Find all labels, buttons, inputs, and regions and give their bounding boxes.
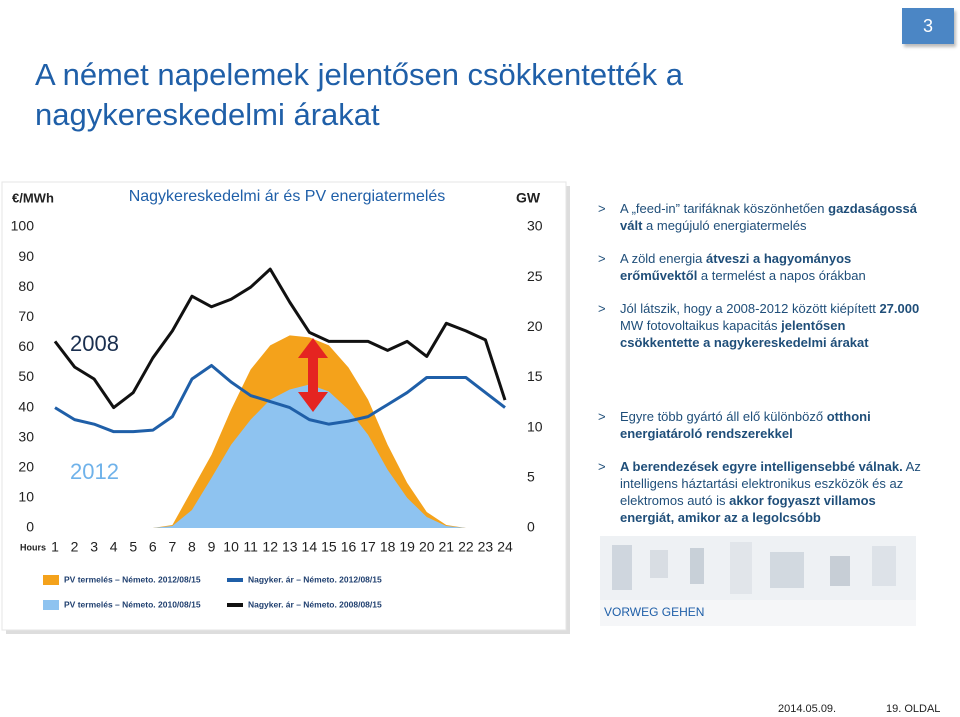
text-run: A zöld energia [620,251,707,266]
bullet-marker: > [598,459,606,474]
x-tick-label: 3 [90,539,98,555]
y-tick-label: 80 [18,278,34,294]
legend-label: Nagyker. ár – Németo. 2008/08/15 [248,599,382,609]
legend-swatch [43,600,59,610]
y-tick-label: 60 [18,338,34,354]
x-tick-label: 14 [302,539,318,555]
product-photos [600,536,916,626]
bullet: > A berendezések egyre intelligensebbé vá… [598,458,928,526]
text-run: jelentősen csökkentette a nagykereskedel… [620,318,869,350]
text-run: A „feed-in” tarifáknak köszönhetően [620,201,829,216]
bullet-text: Jól látszik, hogy a 2008-2012 között kié… [620,300,928,351]
x-tick-label: 10 [223,539,239,555]
page-number: 3 [902,8,954,44]
x-tick-label: 8 [188,539,196,555]
footer-date: 2014.05.09. [778,703,837,715]
logo: VORWEG GEHEN [604,605,704,619]
line [54,363,506,434]
text-run: MW fotovoltaikus kapacitás [620,318,782,333]
text-run: Az intelligens háztartási elektronikus e… [620,459,921,508]
x-axis-label: Hours [20,542,46,552]
legend-label: Nagyker. ár – Németo. 2012/08/15 [248,574,382,584]
y-tick-label: 70 [18,308,34,324]
y2-axis-label: GW [516,190,541,206]
x-tick-label: 18 [380,539,396,555]
text-run: otthoni energiatároló rendszerekkel [620,409,871,441]
x-tick-label: 7 [168,539,176,555]
x-tick-label: 15 [321,539,337,555]
y-tick-label: 20 [18,459,34,475]
y-tick-label: 0 [26,519,34,535]
y2-tick-label: 10 [527,418,543,434]
text-run: akkor fogyaszt villamos energiát, amikor… [620,493,876,525]
x-tick-label: 24 [497,539,513,555]
bullet: > Egyre több gyártó áll elő különböző ott… [598,408,928,442]
x-tick-label: 23 [478,539,494,555]
chart-title: Nagykereskedelmi ár és PV energiatermelé… [129,188,446,205]
text-run: gazdaságossá vált [620,201,917,233]
y-tick-label: 50 [18,368,34,384]
text-run: 27.000 [879,301,920,316]
bullet: > A „feed-in” tarifáknak köszönhetően gaz… [598,200,928,234]
bullet-text: Egyre több gyártó áll elő különböző otth… [620,408,928,442]
x-tick-label: 9 [208,539,216,555]
bullet-marker: > [598,251,606,266]
x-tick-label: 22 [458,539,474,555]
x-tick-label: 4 [110,539,118,555]
y-tick-label: 100 [11,218,35,234]
bullet-marker: > [598,301,606,316]
y2-tick-label: 20 [527,318,543,334]
text-run: a megújuló energiatermelés [642,218,807,233]
x-tick-label: 21 [439,539,455,555]
legend-label: PV termelés – Németo. 2010/08/15 [64,599,201,609]
x-tick-label: 19 [399,539,415,555]
bullet: > Jól látszik, hogy a 2008-2012 között ki… [598,300,928,351]
y-tick-label: 90 [18,248,34,264]
text-run: Jól látszik, hogy a 2008-2012 között kié… [620,301,880,316]
text-run: A berendezések egyre intelligensebbé vál… [620,459,903,474]
bullet-marker: > [598,201,606,216]
x-tick-label: 16 [341,539,357,555]
x-tick-label: 5 [129,539,137,555]
text-run: a termelést a napos órákban [697,268,866,283]
annotation: 2012 [70,459,119,484]
y-axis-label: €/MWh [12,190,54,205]
slide-title: A német napelemek jelentősen csökkentett… [35,57,683,132]
bullet: > A zöld energia átveszi a hagyományos er… [598,250,928,284]
footer-page: 19. OLDAL [886,703,941,715]
x-tick-label: 1 [51,539,59,555]
line [53,267,507,410]
y2-tick-label: 15 [527,368,543,384]
legend-label: PV termelés – Németo. 2012/08/15 [64,574,201,584]
legend-swatch [43,575,59,585]
x-tick-label: 6 [149,539,157,555]
x-tick-label: 20 [419,539,435,555]
y2-tick-label: 25 [527,268,543,284]
bullet-marker: > [598,409,606,424]
x-tick-label: 12 [262,539,278,555]
arrow [298,338,328,412]
bullet-text: A berendezések egyre intelligensebbé vál… [620,458,928,526]
x-tick-label: 11 [243,539,258,555]
x-tick-label: 13 [282,539,298,555]
text-run: átveszi a hagyományos erőművektől [620,251,852,283]
y2-tick-label: 0 [527,519,535,535]
y-tick-label: 40 [18,398,34,414]
bullet-text: A „feed-in” tarifáknak köszönhetően gazd… [620,200,928,234]
x-tick-label: 17 [360,539,376,555]
legend-swatch [227,603,243,607]
area [55,384,505,528]
annotation: 2008 [70,331,119,356]
y2-tick-label: 5 [527,469,535,485]
bullet-text: A zöld energia átveszi a hagyományos erő… [620,250,928,284]
x-tick-label: 2 [71,539,79,555]
legend-swatch [227,578,243,582]
y2-tick-label: 30 [527,218,543,234]
y-tick-label: 10 [18,489,34,505]
text-run: Egyre több gyártó áll elő különböző [620,409,827,424]
y-tick-label: 30 [18,428,34,444]
